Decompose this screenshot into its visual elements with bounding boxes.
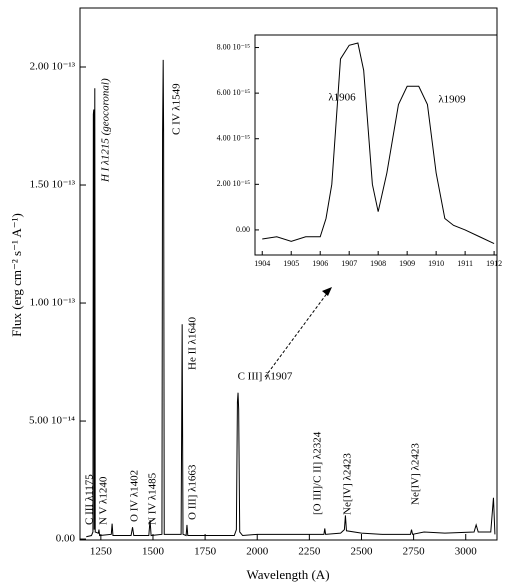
x-tick-label: 1909 <box>399 259 415 268</box>
annotation: [O III]/C II] λ2324 <box>312 431 324 515</box>
inset-frame <box>254 34 498 256</box>
y-tick-label: 1.50 10⁻¹³ <box>30 179 76 191</box>
y-tick-label: 8.00 10⁻¹⁵ <box>217 42 251 51</box>
x-tick-label: 1250 <box>90 546 113 558</box>
y-tick-label: 0.00 <box>56 533 76 545</box>
x-tick-label: 1908 <box>370 259 386 268</box>
x-tick-label: 1907 <box>341 259 357 268</box>
x-tick-label: 3000 <box>455 546 478 558</box>
y-tick-label: 2.00 10⁻¹³ <box>30 61 76 73</box>
annotation: λ1909 <box>438 94 466 106</box>
x-tick-label: 1904 <box>254 259 270 268</box>
annotation: He II λ1640 <box>187 317 199 370</box>
arrow-head <box>322 287 332 296</box>
x-tick-label: 1906 <box>312 259 328 268</box>
inset-arrow <box>264 291 329 378</box>
annotation: Ne[IV] λ2423 <box>342 453 354 515</box>
y-tick-label: 5.00 10⁻¹⁴ <box>29 415 75 427</box>
y-tick-label: 6.00 10⁻¹⁵ <box>217 88 251 97</box>
x-tick-label: 1500 <box>142 546 165 558</box>
annotation: C III] λ1907 <box>238 371 293 383</box>
spectrum-line <box>86 59 496 538</box>
x-tick-label: 1910 <box>428 259 444 268</box>
x-tick-label: 1912 <box>486 259 502 268</box>
x-axis-label: Wavelength (A) <box>246 567 329 582</box>
annotation: N V λ1240 <box>98 476 110 525</box>
y-tick-label: 0.00 <box>236 225 250 234</box>
annotation: H I λ1215 (geocoronal) <box>100 78 112 183</box>
x-tick-label: 1750 <box>194 546 217 558</box>
annotation: O IV λ1402 <box>129 470 141 522</box>
spectrum-line <box>262 42 495 245</box>
annotation: λ1906 <box>328 92 356 104</box>
x-tick-label: 2250 <box>298 546 321 558</box>
y-tick-label: 1.00 10⁻¹³ <box>30 297 76 309</box>
y-tick-label: 4.00 10⁻¹⁵ <box>217 134 251 143</box>
annotation: O III] λ1663 <box>187 464 199 520</box>
annotation: Ne[IV] λ2423 <box>410 443 422 505</box>
plot-frame <box>79 7 498 541</box>
annotation: N IV λ1485 <box>147 472 159 525</box>
x-tick-label: 1905 <box>283 259 299 268</box>
x-tick-label: 1911 <box>457 259 473 268</box>
x-tick-label: 2750 <box>403 546 426 558</box>
y-tick-label: 2.00 10⁻¹⁵ <box>217 179 251 188</box>
annotation: C IV λ1549 <box>171 83 183 135</box>
x-tick-label: 2500 <box>350 546 373 558</box>
x-tick-label: 2000 <box>246 546 269 558</box>
y-axis-label: Flux (erg cm⁻² s⁻¹ A⁻¹) <box>9 213 24 337</box>
annotation: C III λ1175 <box>84 474 96 525</box>
